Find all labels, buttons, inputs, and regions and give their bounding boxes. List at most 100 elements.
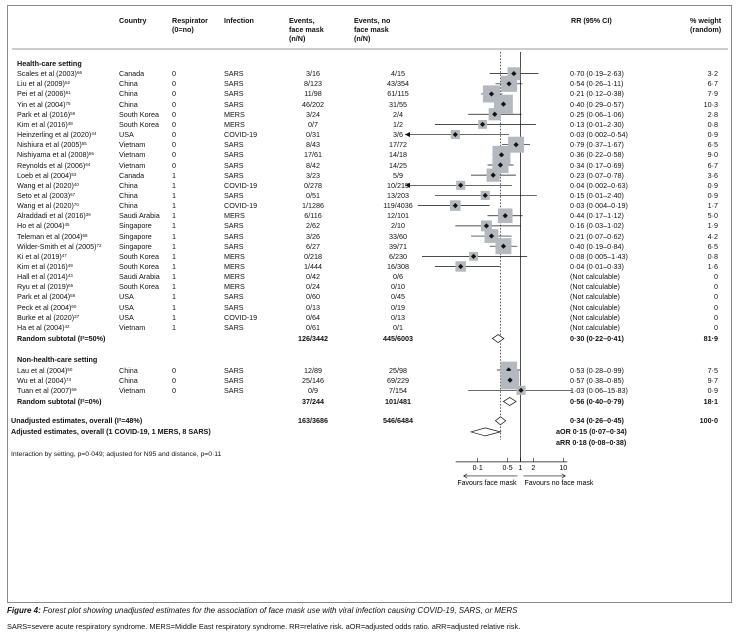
study-country: Vietnam <box>119 322 146 332</box>
study-country: Vietnam <box>119 140 146 150</box>
point-estimate <box>513 142 519 148</box>
study-name: Park et al (2016)59 <box>17 109 76 119</box>
study-rr: (Not calculable) <box>570 292 620 302</box>
study-events-mask: 0/31 <box>306 130 320 140</box>
interaction-note: Interaction by setting, p=0·049; adjuste… <box>11 450 222 458</box>
study-reference: 37 <box>74 313 80 319</box>
study-weight: 7·9 <box>707 89 718 99</box>
study-name: Pei et al (2006)61 <box>17 89 71 99</box>
header-events-no-mask: Events, no face mask (n/N) <box>354 16 391 43</box>
study-infection: SARS <box>224 221 244 231</box>
study-reference: 69 <box>71 386 77 392</box>
study-rr: 0·21 (0·07–0·62) <box>570 231 624 241</box>
study-weight: 0 <box>714 312 718 322</box>
study-respirator: 0 <box>172 130 176 140</box>
study-rr: 0·16 (0·03–1·02) <box>570 221 624 231</box>
study-weight: 0·9 <box>707 180 718 190</box>
point-estimate <box>470 253 477 259</box>
study-events-no-mask: 2/4 <box>393 109 403 119</box>
subtotal-events-mask: 37/244 <box>302 396 324 406</box>
study-country: Saudi Arabia <box>119 211 160 221</box>
study-country: Vietnam <box>119 150 146 160</box>
study-reference: 43 <box>67 273 73 279</box>
study-weight: 6·5 <box>707 241 718 251</box>
study-reference: 47 <box>61 252 67 258</box>
study-events-mask: 3/24 <box>306 109 320 119</box>
study-events-mask: 0/278 <box>304 180 322 190</box>
subtotal-label: Random subtotal (I²=50%) <box>17 334 106 344</box>
study-respirator: 0 <box>172 385 176 395</box>
figure-caption: Figure 4: Forest plot showing unadjusted… <box>7 606 517 615</box>
study-infection: COVID-19 <box>224 312 258 322</box>
study-events-mask: 6/27 <box>306 241 320 251</box>
study-country: China <box>119 79 138 89</box>
study-events-no-mask: 119/4036 <box>383 201 413 211</box>
study-infection: SARS <box>224 140 244 150</box>
point-estimate <box>452 203 458 209</box>
study-weight: 0 <box>714 302 718 312</box>
x-tick-label: 2 <box>531 465 535 472</box>
study-rr: 0·57 (0·38–0·85) <box>570 375 624 385</box>
point-estimate <box>507 377 513 383</box>
study-events-no-mask: 4/15 <box>391 69 405 79</box>
study-infection: SARS <box>224 99 244 109</box>
study-weight: 0 <box>714 322 718 332</box>
header-respirator: Respirator (0=no) <box>172 16 208 34</box>
study-country: Canada <box>119 170 145 180</box>
study-infection: SARS <box>224 375 244 385</box>
study-respirator: 0 <box>172 160 176 170</box>
ci-arrow-left <box>405 131 410 138</box>
study-name: Wu et al (2004)74 <box>17 375 72 385</box>
study-name: Nishiyama et al (2008)56 <box>17 150 94 160</box>
study-country: South Korea <box>119 119 159 129</box>
study-name: Nishiura et al (2005)55 <box>17 140 87 150</box>
study-events-no-mask: 61/115 <box>387 89 409 99</box>
study-events-mask: 0/60 <box>306 292 320 302</box>
study-name: Alraddadi et al (2016)36 <box>17 211 91 221</box>
study-weight: 6·7 <box>707 79 718 89</box>
point-estimate <box>502 213 508 219</box>
point-estimate <box>488 91 495 97</box>
study-events-no-mask: 0/1 <box>393 322 403 332</box>
study-events-no-mask: 39/71 <box>389 241 407 251</box>
study-events-mask: 0/7 <box>308 119 318 129</box>
study-infection: SARS <box>224 241 244 251</box>
study-infection: SARS <box>224 79 244 89</box>
study-country: China <box>119 201 138 211</box>
study-events-no-mask: 7/154 <box>389 385 407 395</box>
header-events-mask: Events, face mask (n/N) <box>289 16 324 43</box>
point-estimate <box>511 71 517 77</box>
study-name: Burke et al (2020)37 <box>17 312 80 322</box>
study-rr: 0·13 (0·01–2·30) <box>570 119 624 129</box>
summary-diamond <box>491 334 505 343</box>
study-infection: COVID-19 <box>224 201 258 211</box>
study-weight: 1·7 <box>707 201 718 211</box>
study-respirator: 1 <box>172 190 176 200</box>
study-country: China <box>119 190 138 200</box>
summary-diamond <box>469 427 502 437</box>
study-rr: 0·04 (0·002–0·63) <box>570 180 628 190</box>
adjusted-aor: aOR 0·15 (0·07–0·34) <box>556 427 627 437</box>
study-country: USA <box>119 312 134 322</box>
study-weight: 0 <box>714 272 718 282</box>
study-weight: 0·9 <box>707 385 718 395</box>
study-rr: (Not calculable) <box>570 322 620 332</box>
point-estimate <box>479 121 486 127</box>
study-name: Tuan et al (2007)69 <box>17 385 77 395</box>
point-estimate <box>458 182 464 188</box>
study-rr: 0·44 (0·17–1·12) <box>570 211 624 221</box>
study-name: Wilder-Smith et al (2005)72 <box>17 241 102 251</box>
study-country: South Korea <box>119 282 159 292</box>
study-reference: 74 <box>66 376 72 382</box>
subtotal-weight: 81·9 <box>703 334 718 344</box>
study-events-no-mask: 10/215 <box>387 180 409 190</box>
study-respirator: 1 <box>172 180 176 190</box>
study-events-no-mask: 0/6 <box>393 272 403 282</box>
study-events-mask: 8/43 <box>306 140 320 150</box>
subtotal-rr: 0·30 (0·22–0·41) <box>570 334 624 344</box>
study-country: Singapore <box>119 231 152 241</box>
study-rr: 0·04 (0·01–0·33) <box>570 262 624 271</box>
study-events-mask: 3/23 <box>306 170 320 180</box>
study-weight: 2·8 <box>707 109 718 119</box>
study-infection: SARS <box>224 322 244 332</box>
